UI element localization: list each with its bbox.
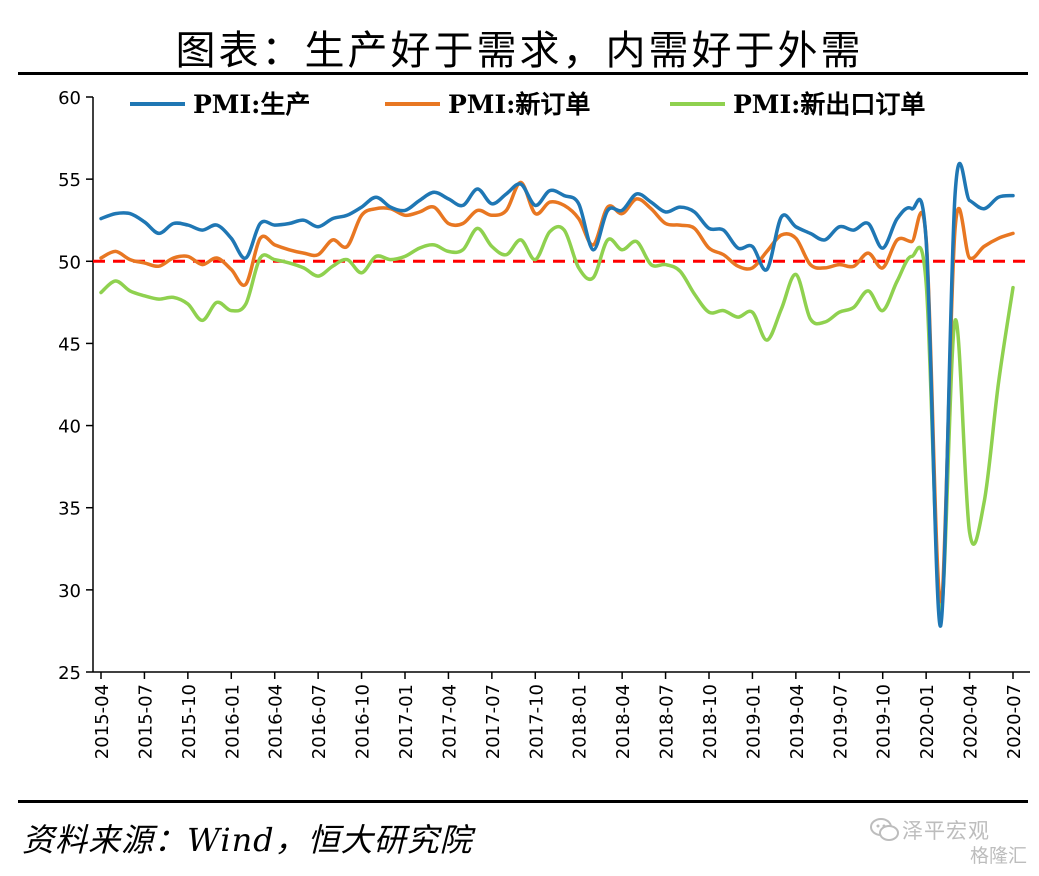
x-tick-label: 2017-01 (396, 684, 417, 759)
source-note: 资料来源：Wind，恒大研究院 (22, 821, 473, 859)
y-axis: 25 30 35 40 45 50 55 60 (58, 88, 94, 684)
series-lines (99, 161, 1015, 628)
x-tick-label: 2019-04 (787, 684, 808, 759)
bottom-rule (18, 800, 1028, 803)
wechat-icon (870, 818, 899, 841)
legend: PMI:生产 PMI:新订单 PMI:新出口订单 (130, 90, 925, 119)
watermark-name: 泽平宏观 (902, 819, 990, 843)
x-tick-label: 2015-10 (179, 684, 200, 759)
x-tick-label: 2015-04 (92, 684, 113, 759)
x-tick-label: 2018-01 (570, 684, 591, 759)
x-tick-label: 2016-10 (353, 684, 374, 759)
legend-label-2: PMI:新出口订单 (733, 90, 925, 119)
x-tick-label: 2017-10 (526, 684, 547, 759)
series-line-0 (99, 161, 1015, 628)
y-tick-label: 55 (58, 170, 81, 191)
x-tick-label: 2020-01 (917, 684, 938, 759)
y-tick-label: 45 (58, 334, 81, 355)
series-line-2 (99, 224, 1015, 613)
y-tick-label: 50 (58, 252, 81, 273)
x-tick-label: 2016-01 (222, 684, 243, 759)
x-tick-label: 2019-01 (743, 684, 764, 759)
x-tick-label: 2016-07 (309, 684, 330, 759)
y-tick-label: 25 (58, 663, 81, 684)
y-tick-label: 60 (58, 88, 81, 109)
x-tick-label: 2018-07 (657, 684, 678, 759)
y-tick-label: 40 (58, 417, 81, 438)
series-line-1 (99, 180, 1015, 604)
x-tick-label: 2015-07 (135, 684, 156, 759)
y-tick-label: 30 (58, 581, 81, 602)
x-tick-label: 2020-07 (1004, 684, 1025, 759)
legend-label-1: PMI:新订单 (448, 90, 590, 119)
watermark-sub: 格隆汇 (970, 845, 1028, 867)
x-tick-label: 2018-10 (700, 684, 721, 759)
title-rule (18, 72, 1028, 75)
x-tick-label: 2017-04 (439, 684, 460, 759)
x-tick-label: 2018-04 (613, 684, 634, 759)
watermark: 泽平宏观 格隆汇 (870, 815, 1030, 871)
chart-title: 图表：生产好于需求，内需好于外需 (175, 28, 864, 74)
x-axis: 2015-04 2015-07 2015-10 2016-01 2016-04 2016-… (92, 671, 1030, 759)
x-tick-label: 2020-04 (961, 684, 982, 759)
x-tick-label: 2019-07 (830, 684, 851, 759)
x-tick-label: 2017-07 (483, 684, 504, 759)
x-tick-label: 2019-10 (874, 684, 895, 759)
y-tick-label: 35 (58, 499, 81, 520)
x-tick-label: 2016-04 (266, 684, 287, 759)
legend-label-0: PMI:生产 (193, 90, 310, 119)
